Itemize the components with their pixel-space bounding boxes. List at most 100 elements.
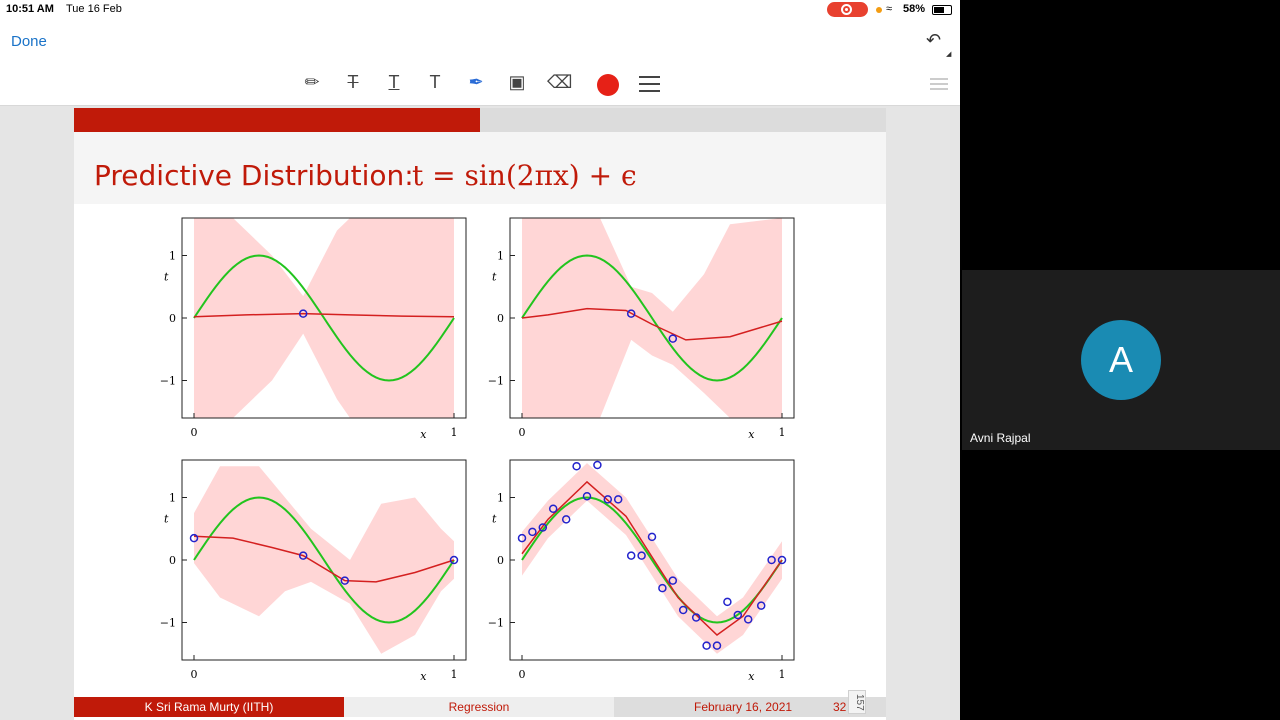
y-tick-label: −1 xyxy=(488,617,504,630)
data-point xyxy=(603,495,613,504)
y-tick-label: 0 xyxy=(497,312,504,325)
plot-panel-1: 10−10 1tx xyxy=(160,217,467,441)
x-tick-label: 0 xyxy=(519,668,526,681)
data-point xyxy=(582,492,592,501)
slide-progress-bar xyxy=(74,108,886,132)
data-point xyxy=(777,555,787,565)
battery-icon xyxy=(932,5,952,15)
true-function-line xyxy=(521,254,783,382)
page-indicator[interactable]: 157 xyxy=(848,690,866,714)
status-time: 10:51 AM xyxy=(6,3,54,15)
data-point xyxy=(593,460,602,470)
x-tick-label: 0 xyxy=(191,426,198,439)
color-picker-button[interactable] xyxy=(597,74,619,96)
data-point xyxy=(647,532,657,542)
participant-name: Avni Rajpal xyxy=(970,431,1031,445)
y-axis-label: t xyxy=(164,271,169,284)
y-tick-label: 1 xyxy=(169,492,176,505)
data-point xyxy=(743,615,753,624)
data-point xyxy=(626,551,636,560)
footer-page-number: 32 xyxy=(833,700,847,714)
done-button[interactable]: Done xyxy=(11,33,47,50)
data-point xyxy=(702,641,711,650)
strikethrough-text-icon[interactable]: T xyxy=(347,72,359,92)
data-point xyxy=(767,555,776,565)
text-icon[interactable]: T xyxy=(429,72,441,92)
y-tick-label: −1 xyxy=(488,375,504,388)
y-axis-label: t xyxy=(492,513,497,526)
record-icon xyxy=(841,4,852,15)
comment-icon[interactable]: ▣ xyxy=(508,72,526,92)
eraser-icon[interactable]: ⌫ xyxy=(547,72,573,92)
data-point xyxy=(733,610,743,620)
slide-title-band: Predictive Distribution: t = sin(2πx) + … xyxy=(74,132,886,204)
slide-footer: K Sri Rama Murty (IITH) Regression Febru… xyxy=(74,697,886,717)
plot-panel-3: 10−10 1tx xyxy=(160,459,467,683)
data-point xyxy=(658,583,667,593)
plot-panel-4: 10−10 1tx xyxy=(488,459,795,683)
true-function-line xyxy=(193,254,455,382)
x-tick-label: 0 xyxy=(519,426,526,439)
data-point xyxy=(637,551,646,560)
data-point xyxy=(678,605,688,615)
annotation-toolbar: Done ↶ ◢ ✏ T T T ✒ ▣ ⌫ xyxy=(0,20,960,106)
screen-recording-indicator[interactable] xyxy=(827,2,868,17)
y-tick-label: 1 xyxy=(497,492,504,505)
y-tick-label: 0 xyxy=(497,554,504,567)
predictive-mean-line xyxy=(193,535,455,583)
microphone-indicator-icon xyxy=(876,7,882,13)
x-axis-label: x xyxy=(748,670,755,683)
avatar: A xyxy=(1081,320,1161,400)
data-point xyxy=(668,576,678,585)
data-point xyxy=(517,533,527,543)
slide-title: Predictive Distribution: xyxy=(94,159,414,192)
battery-percentage: 58% xyxy=(903,3,926,15)
y-tick-label: 1 xyxy=(497,250,504,263)
footer-author: K Sri Rama Murty (IITH) xyxy=(74,697,344,717)
status-bar: 10:51 AM Tue 16 Feb ≈ 58% xyxy=(0,0,960,20)
pencil-icon[interactable]: ✏ xyxy=(304,72,320,92)
predictive-mean-line xyxy=(521,480,783,636)
pen-icon[interactable]: ✒ xyxy=(468,72,484,92)
data-point xyxy=(572,462,581,471)
footer-right: February 16, 2021 32 xyxy=(614,697,886,717)
true-function-line xyxy=(193,496,455,624)
x-tick-label: 0 xyxy=(191,668,198,681)
data-point xyxy=(626,309,636,318)
line-width-icon[interactable] xyxy=(639,76,660,94)
x-tick-label: 1 xyxy=(779,668,786,681)
data-point xyxy=(712,641,722,650)
underline-text-icon[interactable]: T xyxy=(388,72,400,92)
data-point xyxy=(298,551,308,560)
x-tick-label: 1 xyxy=(451,668,458,681)
y-tick-label: 0 xyxy=(169,312,176,325)
data-point xyxy=(691,613,701,622)
x-axis-label: x xyxy=(420,428,427,441)
y-tick-label: 0 xyxy=(169,554,176,567)
pdf-slide: Predictive Distribution: t = sin(2πx) + … xyxy=(74,108,886,720)
footer-date: February 16, 2021 xyxy=(694,700,793,714)
slide-formula: t = sin(2πx) + ϵ xyxy=(412,159,637,192)
data-point xyxy=(548,504,558,513)
y-tick-label: −1 xyxy=(160,617,176,630)
plot-panel-2: 10−10 1tx xyxy=(488,217,795,441)
video-participant-tile[interactable]: A Avni Rajpal xyxy=(962,270,1280,450)
undo-icon[interactable]: ↶ xyxy=(926,30,942,50)
y-axis-label: t xyxy=(164,513,169,526)
predictive-mean-line xyxy=(193,312,455,318)
data-point xyxy=(340,576,350,585)
predictive-mean-line xyxy=(521,307,783,341)
true-function-line xyxy=(521,496,783,624)
wifi-icon: ≈ xyxy=(886,3,893,15)
data-point xyxy=(528,527,537,537)
x-tick-label: 1 xyxy=(779,426,786,439)
undo-menu-indicator-icon: ◢ xyxy=(946,51,952,58)
data-point xyxy=(756,601,766,610)
status-date: Tue 16 Feb xyxy=(66,3,122,15)
x-tick-label: 1 xyxy=(451,426,458,439)
data-point xyxy=(723,597,732,607)
y-tick-label: 1 xyxy=(169,250,176,263)
list-icon[interactable] xyxy=(930,78,948,92)
data-point xyxy=(668,334,678,343)
